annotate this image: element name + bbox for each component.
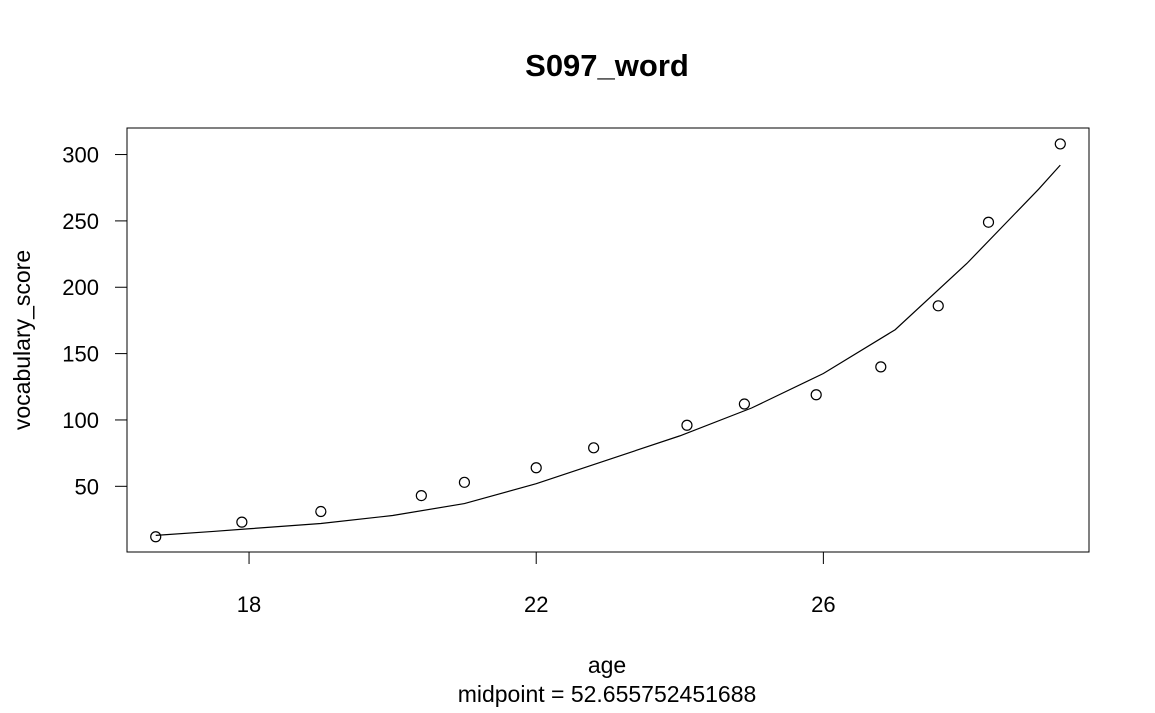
data-point <box>982 216 995 228</box>
data-point <box>458 476 471 488</box>
data-point <box>810 389 822 401</box>
x-axis-subtitle: midpoint = 52.655752451688 <box>458 681 757 707</box>
x-axis: 18 22 26 <box>237 551 836 617</box>
x-tick-label: 26 <box>811 592 835 617</box>
data-point <box>530 462 542 474</box>
y-axis-label: vocabulary_score <box>9 250 35 430</box>
x-tick-label: 18 <box>237 592 261 617</box>
y-tick-label: 50 <box>75 474 99 499</box>
y-axis: 50 100 150 200 250 300 <box>62 143 128 499</box>
data-point <box>1054 138 1066 150</box>
x-axis-label: age <box>588 652 626 678</box>
data-point <box>875 361 887 373</box>
data-points <box>150 138 1066 543</box>
plot-frame <box>126 127 1090 553</box>
data-point <box>932 300 944 312</box>
y-tick-label: 200 <box>62 275 99 300</box>
data-point <box>681 419 693 431</box>
data-point <box>588 442 600 454</box>
y-tick-label: 100 <box>62 408 99 433</box>
data-point <box>150 531 162 543</box>
data-point <box>415 489 427 502</box>
x-tick-label: 22 <box>524 592 548 617</box>
y-tick-label: 150 <box>62 342 99 367</box>
y-tick-label: 300 <box>62 143 99 168</box>
fit-curve <box>155 164 1061 537</box>
data-point <box>315 505 327 518</box>
data-point <box>236 516 248 528</box>
y-tick-label: 250 <box>62 209 99 234</box>
data-point <box>738 398 751 410</box>
chart-title: S097_word <box>525 48 689 83</box>
